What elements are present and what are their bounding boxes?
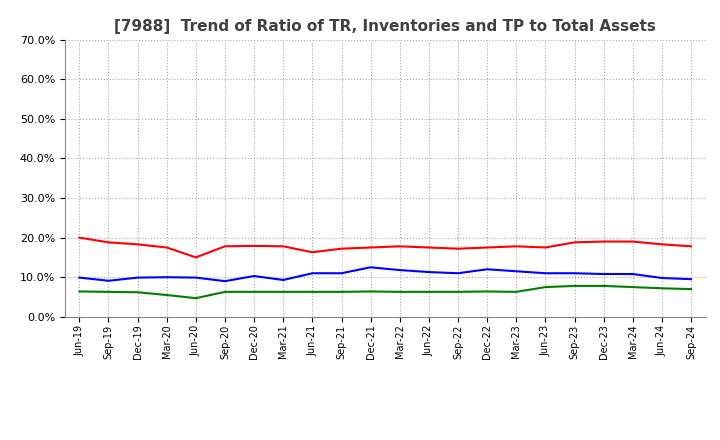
Line: Trade Payables: Trade Payables xyxy=(79,286,691,298)
Trade Payables xyxy=(104,289,113,294)
Trade Receivables xyxy=(541,245,550,250)
Trade Payables xyxy=(454,289,462,294)
Trade Receivables xyxy=(366,245,375,250)
Trade Payables xyxy=(483,289,492,294)
Trade Receivables xyxy=(425,245,433,250)
Inventories xyxy=(687,276,696,282)
Trade Receivables xyxy=(629,239,637,244)
Trade Receivables xyxy=(512,244,521,249)
Trade Receivables xyxy=(395,244,404,249)
Inventories xyxy=(163,275,171,280)
Line: Trade Receivables: Trade Receivables xyxy=(79,238,691,257)
Title: [7988]  Trend of Ratio of TR, Inventories and TP to Total Assets: [7988] Trend of Ratio of TR, Inventories… xyxy=(114,19,656,34)
Inventories xyxy=(337,271,346,276)
Trade Receivables xyxy=(279,244,287,249)
Trade Payables xyxy=(220,289,229,294)
Trade Receivables xyxy=(483,245,492,250)
Inventories xyxy=(220,279,229,284)
Trade Receivables xyxy=(133,242,142,247)
Trade Payables xyxy=(192,296,200,301)
Line: Inventories: Inventories xyxy=(79,267,691,281)
Trade Receivables xyxy=(454,246,462,251)
Inventories xyxy=(512,268,521,274)
Inventories xyxy=(541,271,550,276)
Trade Receivables xyxy=(192,255,200,260)
Trade Payables xyxy=(599,283,608,289)
Inventories xyxy=(629,271,637,277)
Inventories xyxy=(104,278,113,283)
Trade Receivables xyxy=(570,240,579,245)
Trade Payables xyxy=(75,289,84,294)
Trade Receivables xyxy=(104,240,113,245)
Inventories xyxy=(366,264,375,270)
Trade Payables xyxy=(395,289,404,294)
Trade Payables xyxy=(308,289,317,294)
Trade Payables xyxy=(163,292,171,297)
Trade Payables xyxy=(687,286,696,292)
Inventories xyxy=(279,277,287,282)
Trade Payables xyxy=(629,284,637,290)
Trade Payables xyxy=(570,283,579,289)
Trade Receivables xyxy=(687,244,696,249)
Inventories xyxy=(657,275,666,281)
Trade Receivables xyxy=(163,245,171,250)
Trade Payables xyxy=(133,290,142,295)
Trade Payables xyxy=(541,284,550,290)
Inventories xyxy=(308,271,317,276)
Trade Receivables xyxy=(657,242,666,247)
Trade Receivables xyxy=(337,246,346,251)
Inventories xyxy=(599,271,608,277)
Trade Receivables xyxy=(250,243,258,249)
Trade Payables xyxy=(279,289,287,294)
Inventories xyxy=(454,271,462,276)
Inventories xyxy=(133,275,142,280)
Trade Payables xyxy=(366,289,375,294)
Trade Payables xyxy=(512,289,521,294)
Inventories xyxy=(395,268,404,273)
Trade Payables xyxy=(337,289,346,294)
Inventories xyxy=(570,271,579,276)
Inventories xyxy=(75,275,84,280)
Inventories xyxy=(483,267,492,272)
Trade Receivables xyxy=(308,249,317,255)
Trade Receivables xyxy=(599,239,608,244)
Inventories xyxy=(192,275,200,280)
Inventories xyxy=(250,273,258,279)
Inventories xyxy=(425,269,433,275)
Trade Payables xyxy=(250,289,258,294)
Trade Receivables xyxy=(220,244,229,249)
Trade Payables xyxy=(657,286,666,291)
Trade Receivables xyxy=(75,235,84,240)
Trade Payables xyxy=(425,289,433,294)
